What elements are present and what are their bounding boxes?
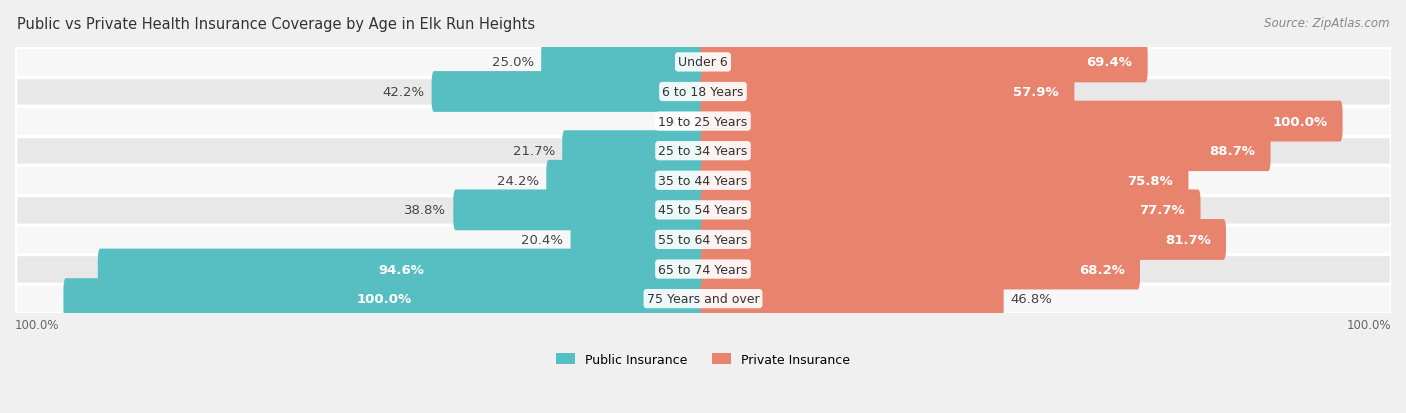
FancyBboxPatch shape xyxy=(700,190,1201,231)
Text: 0.0%: 0.0% xyxy=(659,115,693,128)
Text: 38.8%: 38.8% xyxy=(405,204,446,217)
FancyBboxPatch shape xyxy=(98,249,706,290)
Text: 69.4%: 69.4% xyxy=(1087,56,1132,69)
Bar xyxy=(15,225,1391,255)
FancyBboxPatch shape xyxy=(700,249,1140,290)
Text: 20.4%: 20.4% xyxy=(522,233,564,246)
Text: 46.8%: 46.8% xyxy=(1011,292,1053,305)
Text: 68.2%: 68.2% xyxy=(1078,263,1125,276)
Text: 75 Years and over: 75 Years and over xyxy=(647,292,759,305)
Text: Public vs Private Health Insurance Coverage by Age in Elk Run Heights: Public vs Private Health Insurance Cover… xyxy=(17,17,536,31)
Text: 57.9%: 57.9% xyxy=(1014,86,1059,99)
Text: 45 to 54 Years: 45 to 54 Years xyxy=(658,204,748,217)
FancyBboxPatch shape xyxy=(700,131,1271,172)
Text: 21.7%: 21.7% xyxy=(513,145,555,158)
Text: Source: ZipAtlas.com: Source: ZipAtlas.com xyxy=(1264,17,1389,29)
FancyBboxPatch shape xyxy=(63,278,706,319)
Bar xyxy=(15,48,1391,78)
FancyBboxPatch shape xyxy=(700,72,1074,113)
Bar xyxy=(15,137,1391,166)
Text: 65 to 74 Years: 65 to 74 Years xyxy=(658,263,748,276)
Bar xyxy=(15,255,1391,284)
Text: 25 to 34 Years: 25 to 34 Years xyxy=(658,145,748,158)
Text: Under 6: Under 6 xyxy=(678,56,728,69)
FancyBboxPatch shape xyxy=(562,131,706,172)
Text: 25.0%: 25.0% xyxy=(492,56,534,69)
Text: 94.6%: 94.6% xyxy=(378,263,425,276)
Text: 35 to 44 Years: 35 to 44 Years xyxy=(658,174,748,188)
Bar xyxy=(15,78,1391,107)
FancyBboxPatch shape xyxy=(700,161,1188,201)
FancyBboxPatch shape xyxy=(453,190,706,231)
Text: 100.0%: 100.0% xyxy=(357,292,412,305)
FancyBboxPatch shape xyxy=(700,43,1147,83)
Text: 42.2%: 42.2% xyxy=(382,86,425,99)
Text: 100.0%: 100.0% xyxy=(1272,115,1327,128)
FancyBboxPatch shape xyxy=(700,102,1343,142)
Text: 77.7%: 77.7% xyxy=(1140,204,1185,217)
Text: 55 to 64 Years: 55 to 64 Years xyxy=(658,233,748,246)
Bar xyxy=(15,107,1391,137)
FancyBboxPatch shape xyxy=(547,161,706,201)
Bar xyxy=(15,196,1391,225)
Text: 100.0%: 100.0% xyxy=(15,318,59,331)
Legend: Public Insurance, Private Insurance: Public Insurance, Private Insurance xyxy=(555,353,851,366)
FancyBboxPatch shape xyxy=(432,72,706,113)
Text: 19 to 25 Years: 19 to 25 Years xyxy=(658,115,748,128)
FancyBboxPatch shape xyxy=(700,278,1004,319)
Bar xyxy=(15,284,1391,313)
Bar xyxy=(15,166,1391,196)
FancyBboxPatch shape xyxy=(541,43,706,83)
Text: 6 to 18 Years: 6 to 18 Years xyxy=(662,86,744,99)
Text: 81.7%: 81.7% xyxy=(1166,233,1211,246)
FancyBboxPatch shape xyxy=(700,219,1226,260)
Text: 24.2%: 24.2% xyxy=(498,174,540,188)
FancyBboxPatch shape xyxy=(571,219,706,260)
Text: 75.8%: 75.8% xyxy=(1128,174,1173,188)
Text: 100.0%: 100.0% xyxy=(1347,318,1391,331)
Text: 88.7%: 88.7% xyxy=(1209,145,1256,158)
